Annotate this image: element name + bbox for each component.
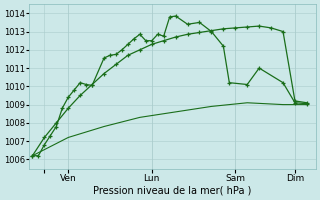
X-axis label: Pression niveau de la mer( hPa ): Pression niveau de la mer( hPa ) bbox=[93, 186, 252, 196]
